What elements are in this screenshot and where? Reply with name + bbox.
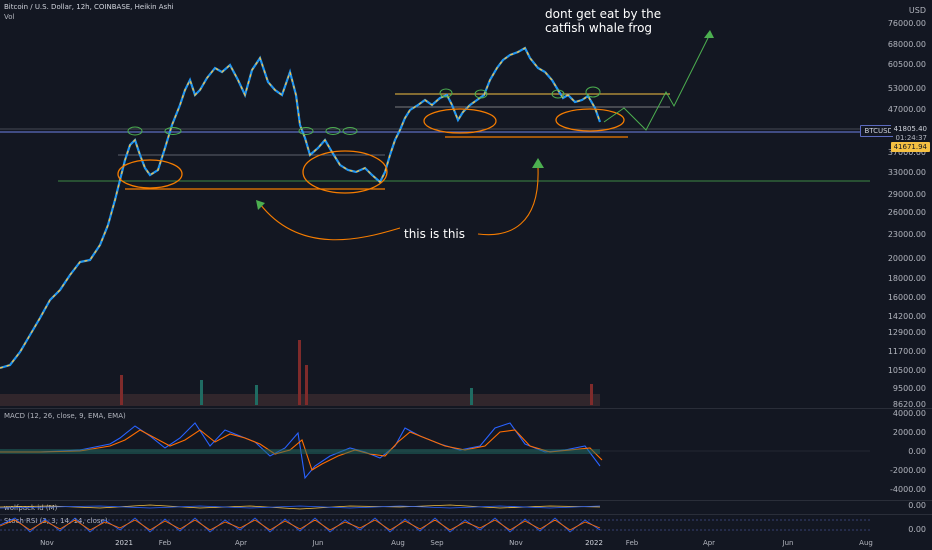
pane-separator[interactable] [0,514,932,515]
volume-label: Vol [4,13,15,21]
time-tick: Nov [40,539,54,547]
projection-path [603,33,711,131]
price-path-down [0,47,601,369]
wolfpack-title[interactable]: wolfpack id (M) [4,504,58,512]
orange-ellipse-4 [555,108,625,132]
green-ellipse-3 [298,127,314,135]
symbol-tag: BTCUSD [860,125,897,137]
stoch-title[interactable]: Stoch RSI (3, 3, 14, 14, close) [4,517,108,525]
wolfpack-tick: 0.00 [908,501,926,510]
orange-ellipse-2 [302,150,388,194]
wolfpack-chart[interactable] [0,500,870,514]
time-tick: Aug [391,539,405,547]
annotation-top-line2: catfish whale frog [545,21,653,35]
curved-arrow-right [477,167,539,236]
price-tick: 9500.00 [892,384,926,393]
countdown-tag: 01:24:37 [892,133,930,143]
time-tick: 2021 [115,539,133,547]
green-ellipse-9 [585,86,601,98]
time-tick: Nov [509,539,523,547]
orange-ellipse-3 [423,108,497,134]
price-tick: 37000.00 [887,148,926,157]
price-tick: 12900.00 [887,328,926,337]
price-tick: 60500.00 [887,60,926,69]
price-chart[interactable] [0,0,870,408]
price-tick: 76000.00 [887,19,926,28]
macd-tick: -2000.00 [890,466,926,475]
macd-tick: -4000.00 [890,485,926,494]
stoch-tick: 0.00 [908,525,926,534]
price-tick: 53000.00 [887,84,926,93]
pane-separator[interactable] [0,500,932,501]
green-arrow-left [256,200,265,210]
price-tick: 16000.00 [887,293,926,302]
green-ellipse-7 [474,89,488,99]
annotation-middle: this is this [404,227,466,241]
curved-arrow [259,203,401,241]
green-ellipse-2 [164,127,182,135]
macd-tick: 4000.00 [892,409,926,418]
currency-label: USD [908,6,926,15]
time-tick: Aug [859,539,873,547]
price-tick: 47000.00 [887,105,926,114]
macd-tick: 2000.00 [892,428,926,437]
projection-arrowhead [704,30,714,38]
macd-title[interactable]: MACD (12, 26, close, 9, EMA, EMA) [4,412,126,420]
green-arrow-up [532,158,544,168]
time-tick: Feb [158,539,172,547]
orange-ellipse-1 [117,159,183,189]
price-tick: 23000.00 [887,230,926,239]
time-tick: Jun [782,539,794,547]
annotation-top-line1: dont get eat by the [545,7,662,21]
time-tick: Apr [702,539,716,547]
price-tick: 29000.00 [887,190,926,199]
price-tick: 20000.00 [887,254,926,263]
green-ellipse-6 [439,88,453,98]
macd-chart[interactable] [0,408,870,500]
price-tick: 14200.00 [887,312,926,321]
pane-separator[interactable] [0,408,932,409]
price-tick: 33000.00 [887,168,926,177]
green-ellipse-5 [342,127,358,135]
symbol-info[interactable]: Bitcoin / U.S. Dollar, 12h, COINBASE, He… [4,3,174,11]
macd-tick: 0.00 [908,447,926,456]
price-tick: 11700.00 [887,347,926,356]
price-path-up [0,46,602,370]
green-ellipse-8 [551,89,565,99]
time-tick: Feb [625,539,639,547]
green-ellipse-4 [325,127,341,135]
stoch-chart[interactable] [0,514,870,536]
time-tick: Apr [234,539,248,547]
level-price-tag: 41671.94 [890,142,930,152]
time-tick: Jun [312,539,324,547]
price-tick: 26000.00 [887,208,926,217]
green-ellipse-1 [127,126,143,136]
price-tick: 10500.00 [887,366,926,375]
last-price-tag: 41805.40 [890,124,930,134]
time-tick: Sep [430,539,444,547]
price-tick: 18000.00 [887,274,926,283]
price-tick: 8620.00 [892,400,926,409]
time-tick: 2022 [585,539,603,547]
volume-bars [0,340,600,406]
price-tick: 68000.00 [887,40,926,49]
